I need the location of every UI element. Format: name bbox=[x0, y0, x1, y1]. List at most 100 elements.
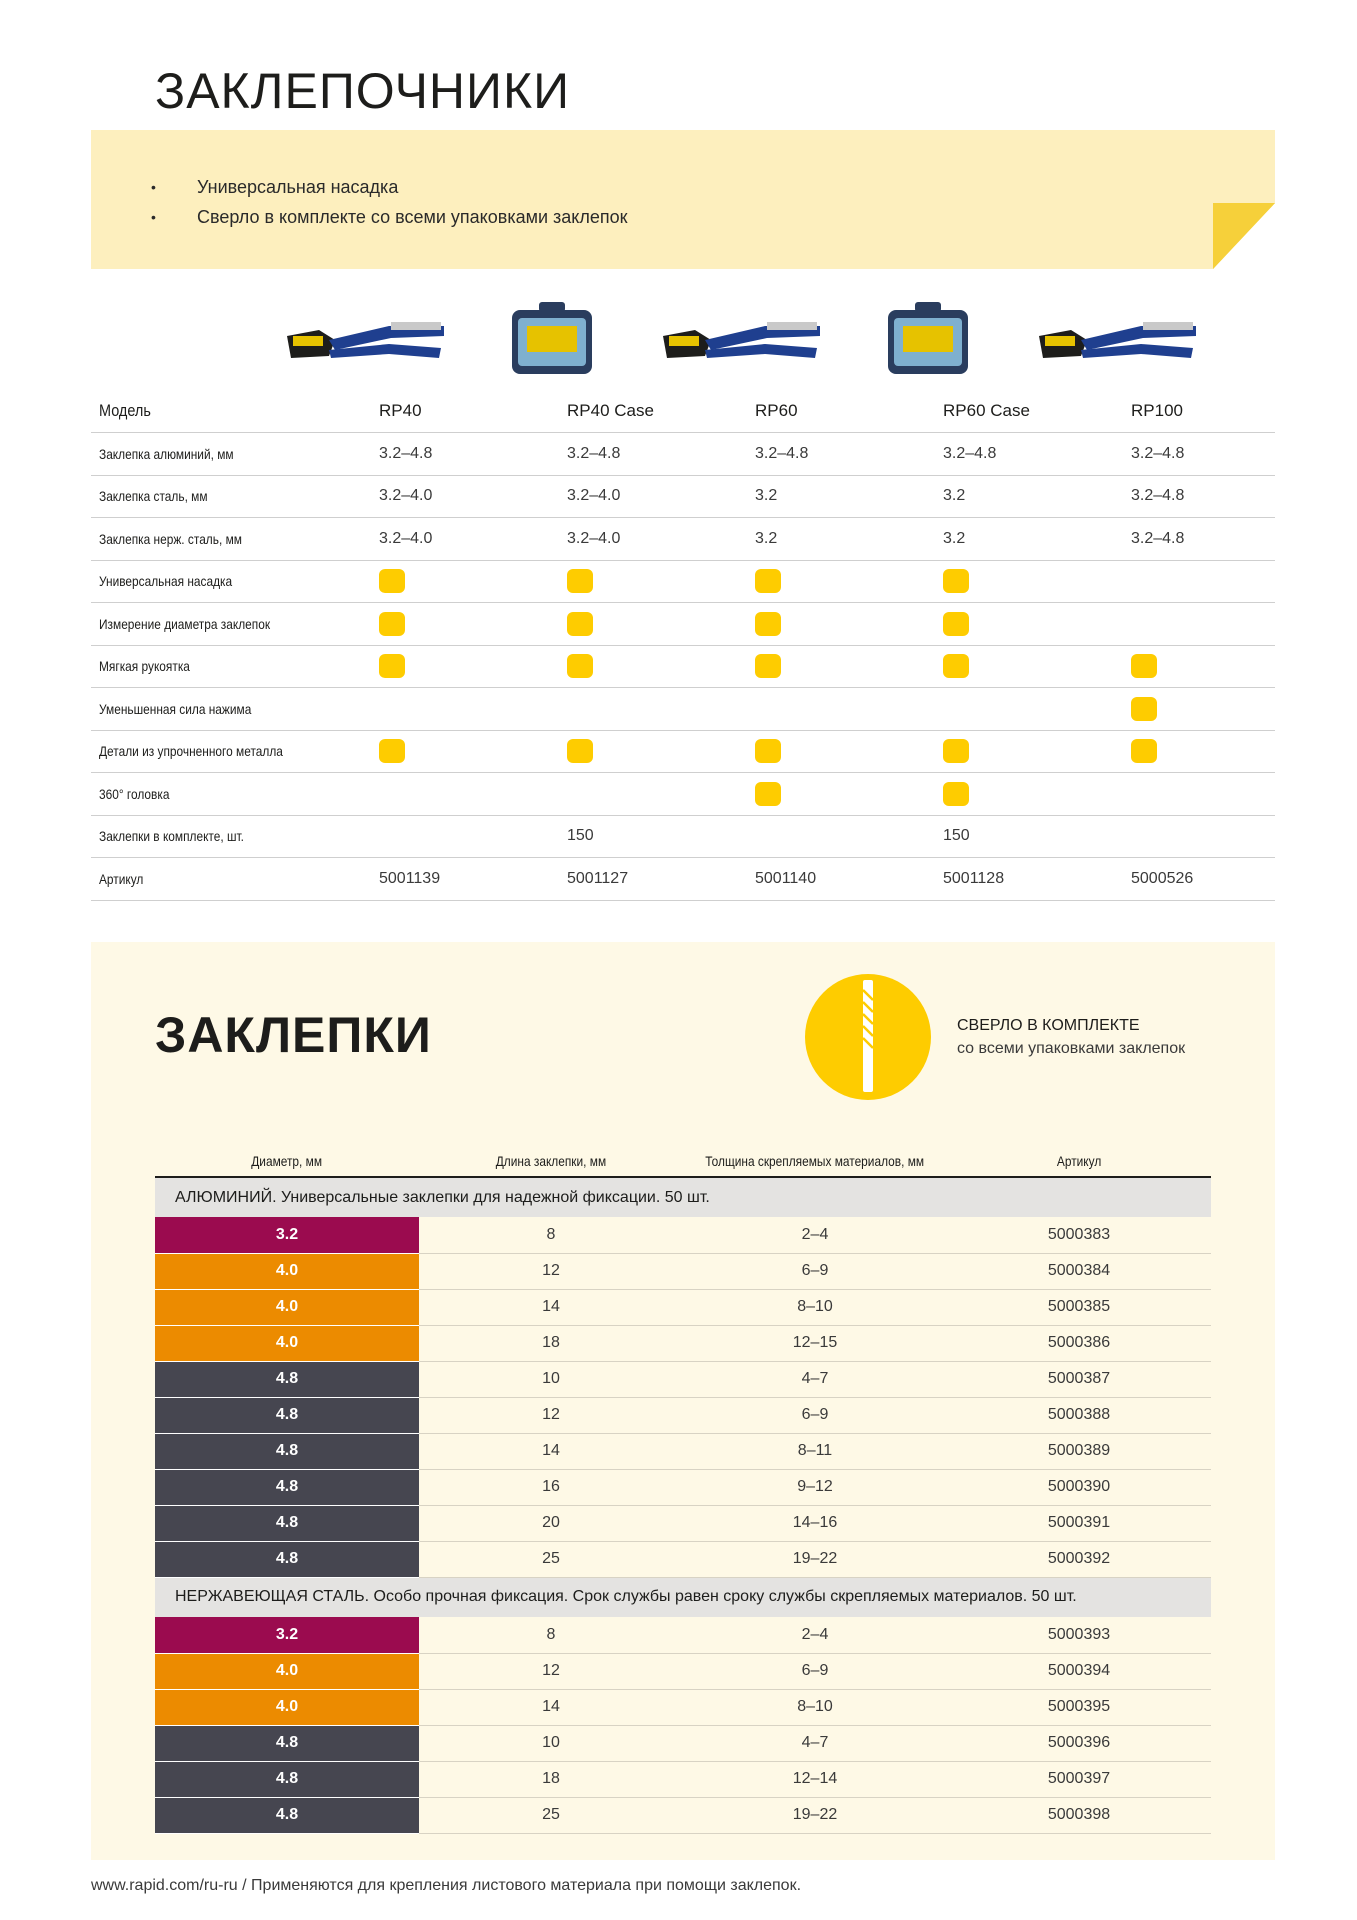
column-header-text: Толщина скрепляемых материалов, мм bbox=[705, 1152, 925, 1169]
spec-value: 3.2–4.8 bbox=[1123, 475, 1275, 518]
spec-value: 3.2–4.0 bbox=[559, 475, 747, 518]
feature-cell bbox=[1123, 772, 1275, 816]
column-header-text: Длина заклепки, мм bbox=[495, 1152, 607, 1169]
check-mark-icon bbox=[755, 781, 781, 806]
check-mark-icon bbox=[755, 739, 781, 764]
feature-cell bbox=[935, 645, 1123, 688]
check-mark-icon bbox=[755, 611, 781, 636]
section-row: НЕРЖАВЕЮЩАЯ СТАЛЬ. Особо прочная фиксаци… bbox=[155, 1577, 1211, 1617]
spec-value: 150 bbox=[935, 815, 1123, 858]
rivet-gun-icon bbox=[1031, 296, 1201, 380]
thickness-cell: 19–22 bbox=[683, 1797, 947, 1834]
rivet-gun-icon bbox=[279, 296, 449, 380]
spec-row: Заклепка нерж. сталь, мм 3.2–4.0 3.2–4.0 3.… bbox=[91, 517, 1275, 561]
length-cell: 12 bbox=[419, 1397, 683, 1434]
length-cell: 12 bbox=[419, 1253, 683, 1290]
row-label-text: Заклепка нерж. сталь, мм bbox=[99, 530, 242, 547]
section-title: НЕРЖАВЕЮЩАЯ СТАЛЬ. Особо прочная фиксаци… bbox=[155, 1577, 1211, 1617]
column-header: Толщина скрепляемых материалов, мм bbox=[683, 1145, 947, 1178]
spec-row: Заклепка сталь, мм 3.2–4.0 3.2–4.0 3.2 3.2 3.… bbox=[91, 475, 1275, 518]
length-cell: 25 bbox=[419, 1541, 683, 1578]
feature-row: Универсальная насадка bbox=[91, 560, 1275, 603]
check-mark-icon bbox=[379, 611, 405, 636]
feature-cell bbox=[371, 645, 559, 688]
features-note: Универсальная насадкаСверло в комплекте … bbox=[91, 130, 1275, 269]
bullet-item: Сверло в комплекте со всеми упаковками з… bbox=[151, 202, 628, 232]
feature-cell bbox=[747, 730, 935, 773]
article-cell: 5000389 bbox=[947, 1433, 1211, 1470]
spec-row: Заклепка алюминий, мм 3.2–4.8 3.2–4.8 3.2–4… bbox=[91, 432, 1275, 476]
thickness-cell: 6–9 bbox=[683, 1397, 947, 1434]
row-label: Универсальная насадка bbox=[91, 560, 371, 603]
row-label-text: Измерение диаметра заклепок bbox=[99, 615, 271, 632]
article-cell: 5000395 bbox=[947, 1689, 1211, 1726]
length-cell: 10 bbox=[419, 1725, 683, 1762]
article-row: Артикул 5001139 5001127 5001140 5001128 50005… bbox=[91, 857, 1275, 901]
drill-bit-icon bbox=[862, 980, 874, 1092]
spec-value: 3.2–4.8 bbox=[371, 432, 559, 476]
thickness-cell: 9–12 bbox=[683, 1469, 947, 1506]
spec-value: 3.2–4.0 bbox=[371, 475, 559, 518]
row-label-text: Заклепка сталь, мм bbox=[99, 488, 208, 505]
length-cell: 8 bbox=[419, 1217, 683, 1254]
thickness-cell: 4–7 bbox=[683, 1725, 947, 1762]
spec-value: 5001128 bbox=[935, 857, 1123, 901]
feature-cell bbox=[747, 687, 935, 731]
table-row: 4.8 25 19–22 5000392 bbox=[155, 1541, 1211, 1578]
feature-row: 360° головка bbox=[91, 772, 1275, 816]
row-label: Мягкая рукоятка bbox=[91, 645, 371, 688]
diameter-cell: 4.8 bbox=[155, 1541, 419, 1578]
feature-row: Детали из упрочненного металла bbox=[91, 730, 1275, 773]
check-mark-icon bbox=[943, 569, 969, 594]
article-cell: 5000391 bbox=[947, 1505, 1211, 1542]
article-cell: 5000385 bbox=[947, 1289, 1211, 1326]
diameter-cell: 4.0 bbox=[155, 1653, 419, 1690]
row-label: Уменьшенная сила нажима bbox=[91, 687, 371, 731]
model-name: RP40 Case bbox=[559, 390, 747, 433]
diameter-cell: 4.8 bbox=[155, 1397, 419, 1434]
diameter-cell: 4.0 bbox=[155, 1253, 419, 1290]
article-cell: 5000388 bbox=[947, 1397, 1211, 1434]
tool-images bbox=[91, 290, 1275, 390]
length-cell: 16 bbox=[419, 1469, 683, 1506]
row-label: Измерение диаметра заклепок bbox=[91, 602, 371, 646]
length-cell: 12 bbox=[419, 1653, 683, 1690]
diameter-cell: 4.0 bbox=[155, 1289, 419, 1326]
footer: www.rapid.com/ru-ru / Применяются для кр… bbox=[91, 1877, 802, 1894]
row-label: 360° головка bbox=[91, 772, 371, 816]
check-mark-icon bbox=[943, 739, 969, 764]
model-name: RP100 bbox=[1123, 390, 1275, 433]
article-cell: 5000398 bbox=[947, 1797, 1211, 1834]
feature-cell bbox=[559, 772, 747, 816]
check-mark-icon bbox=[1131, 654, 1157, 679]
table-row: 4.8 16 9–12 5000390 bbox=[155, 1469, 1211, 1506]
row-label: Артикул bbox=[91, 857, 371, 901]
length-cell: 18 bbox=[419, 1761, 683, 1798]
check-mark-icon bbox=[755, 569, 781, 594]
article-cell: 5000383 bbox=[947, 1217, 1211, 1254]
spec-value bbox=[747, 815, 935, 858]
feature-cell bbox=[1123, 645, 1275, 688]
feature-row: Уменьшенная сила нажима bbox=[91, 687, 1275, 731]
rivets-table: Диаметр, мм Длина заклепки, мм Толщина скр… bbox=[155, 1145, 1211, 1834]
row-label: Заклепка алюминий, мм bbox=[91, 432, 371, 476]
row-label-text: Уменьшенная сила нажима bbox=[99, 700, 252, 717]
feature-cell bbox=[371, 687, 559, 731]
feature-cell bbox=[935, 687, 1123, 731]
feature-cell bbox=[559, 687, 747, 731]
length-cell: 18 bbox=[419, 1325, 683, 1362]
feature-cell bbox=[1123, 560, 1275, 603]
rivets-title: ЗАКЛЕПКИ bbox=[155, 1007, 432, 1063]
thickness-cell: 6–9 bbox=[683, 1253, 947, 1290]
thickness-cell: 12–15 bbox=[683, 1325, 947, 1362]
table-row: 4.8 12 6–9 5000388 bbox=[155, 1397, 1211, 1434]
tool-case-icon bbox=[467, 296, 637, 380]
column-header: Артикул bbox=[947, 1145, 1211, 1178]
spec-value: 5001127 bbox=[559, 857, 747, 901]
row-label: Заклепки в комплекте, шт. bbox=[91, 815, 371, 858]
model-name: RP60 bbox=[747, 390, 935, 433]
column-header-text: Диаметр, мм bbox=[251, 1152, 323, 1169]
row-label: Заклепка сталь, мм bbox=[91, 475, 371, 518]
row-label-text: Универсальная насадка bbox=[99, 573, 233, 590]
spec-value: 3.2 bbox=[935, 475, 1123, 518]
